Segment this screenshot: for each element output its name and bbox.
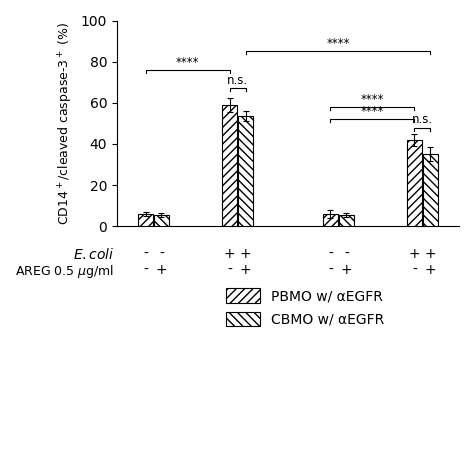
Text: n.s.: n.s. — [227, 74, 248, 87]
Text: +: + — [224, 247, 236, 261]
Text: +: + — [425, 263, 436, 277]
Text: ****: **** — [176, 56, 199, 69]
Text: +: + — [340, 263, 352, 277]
Bar — [323, 214, 337, 226]
Text: -: - — [143, 263, 148, 277]
Text: -: - — [328, 247, 333, 261]
Text: $E. coli$: $E. coli$ — [73, 247, 114, 262]
Text: ****: **** — [361, 105, 384, 118]
Y-axis label: CD14$^+$/cleaved caspase-3$^+$ (%): CD14$^+$/cleaved caspase-3$^+$ (%) — [57, 22, 75, 225]
Text: +: + — [240, 247, 251, 261]
Bar — [155, 215, 169, 226]
Text: -: - — [159, 247, 164, 261]
Text: +: + — [409, 247, 420, 261]
Text: +: + — [240, 263, 251, 277]
Text: -: - — [227, 263, 232, 277]
Bar — [339, 215, 354, 226]
Text: n.s.: n.s. — [412, 114, 433, 126]
Text: +: + — [425, 247, 436, 261]
Bar — [138, 214, 153, 226]
Text: -: - — [344, 247, 349, 261]
Bar — [423, 154, 438, 226]
Text: ****: **** — [361, 93, 384, 106]
Text: -: - — [328, 263, 333, 277]
Bar — [407, 140, 421, 226]
Text: -: - — [412, 263, 417, 277]
Text: ****: **** — [326, 37, 350, 51]
Bar — [222, 105, 237, 226]
Bar — [238, 116, 253, 226]
Legend: PBMO w/ αEGFR, CBMO w/ αEGFR: PBMO w/ αEGFR, CBMO w/ αEGFR — [226, 288, 384, 327]
Text: AREG 0.5 $\mu$g/ml: AREG 0.5 $\mu$g/ml — [15, 263, 114, 281]
Text: -: - — [143, 247, 148, 261]
Text: +: + — [155, 263, 167, 277]
